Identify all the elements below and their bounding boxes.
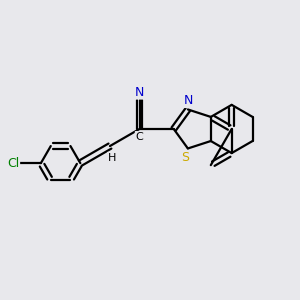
Text: H: H [108, 153, 116, 163]
Text: N: N [184, 94, 194, 107]
Text: N: N [135, 85, 144, 98]
Text: C: C [136, 132, 143, 142]
Text: S: S [181, 151, 189, 164]
Text: Cl: Cl [7, 157, 19, 169]
